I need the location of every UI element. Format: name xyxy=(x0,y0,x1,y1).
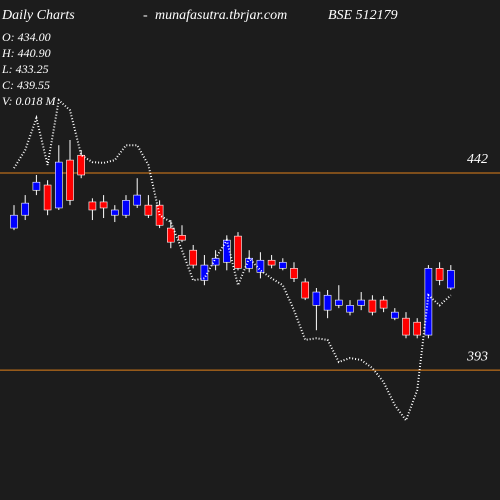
candle-body xyxy=(234,235,242,269)
candle-body xyxy=(21,202,30,216)
candle-body xyxy=(167,227,175,243)
candle-body xyxy=(357,299,366,306)
ohlc-annotation: O: 434.00 xyxy=(2,30,51,44)
candle-body xyxy=(99,201,108,209)
candle-body xyxy=(54,161,63,209)
separator: - xyxy=(143,8,148,23)
candle-body xyxy=(88,201,97,211)
ohlc-annotation: H: 440.90 xyxy=(1,46,51,60)
candle-body xyxy=(43,184,52,211)
candle-body xyxy=(278,261,287,269)
candle-body xyxy=(122,200,130,216)
source: munafasutra.tbrjar.com xyxy=(155,8,287,23)
candle-body xyxy=(211,257,220,266)
candle-body xyxy=(446,270,455,289)
candle-body xyxy=(424,268,433,336)
ohlc-annotation: V: 0.018 M xyxy=(2,94,57,108)
candle-body xyxy=(346,305,354,313)
candle-body xyxy=(368,299,377,313)
candle-body xyxy=(390,311,399,319)
candle-body xyxy=(133,194,141,206)
symbol: BSE 512179 xyxy=(328,8,398,23)
y-tick-label: 442 xyxy=(467,152,488,167)
chart-title: Daily Charts xyxy=(1,8,75,23)
candle-body xyxy=(200,264,209,281)
ohlc-annotation: C: 439.55 xyxy=(2,78,50,92)
candle-body xyxy=(267,259,276,266)
candle-body xyxy=(379,299,388,309)
candle-body xyxy=(413,321,422,336)
candle-body xyxy=(32,181,41,191)
candle-body xyxy=(178,235,186,241)
candle-body xyxy=(334,299,343,306)
candle-body xyxy=(66,159,74,201)
candle-body xyxy=(189,249,197,266)
candle-body xyxy=(301,281,310,299)
candle-body xyxy=(435,268,444,281)
ohlc-annotation: L: 433.25 xyxy=(1,62,49,76)
candle-body xyxy=(312,291,321,306)
y-tick-label: 393 xyxy=(466,349,488,364)
candle-body xyxy=(77,154,85,176)
candle-body xyxy=(10,214,18,229)
candle-body xyxy=(290,268,298,279)
candle-body xyxy=(155,204,164,226)
candle-body xyxy=(402,317,410,336)
candle-body xyxy=(144,204,153,216)
candle-body xyxy=(111,209,119,216)
candle-body xyxy=(323,294,332,311)
